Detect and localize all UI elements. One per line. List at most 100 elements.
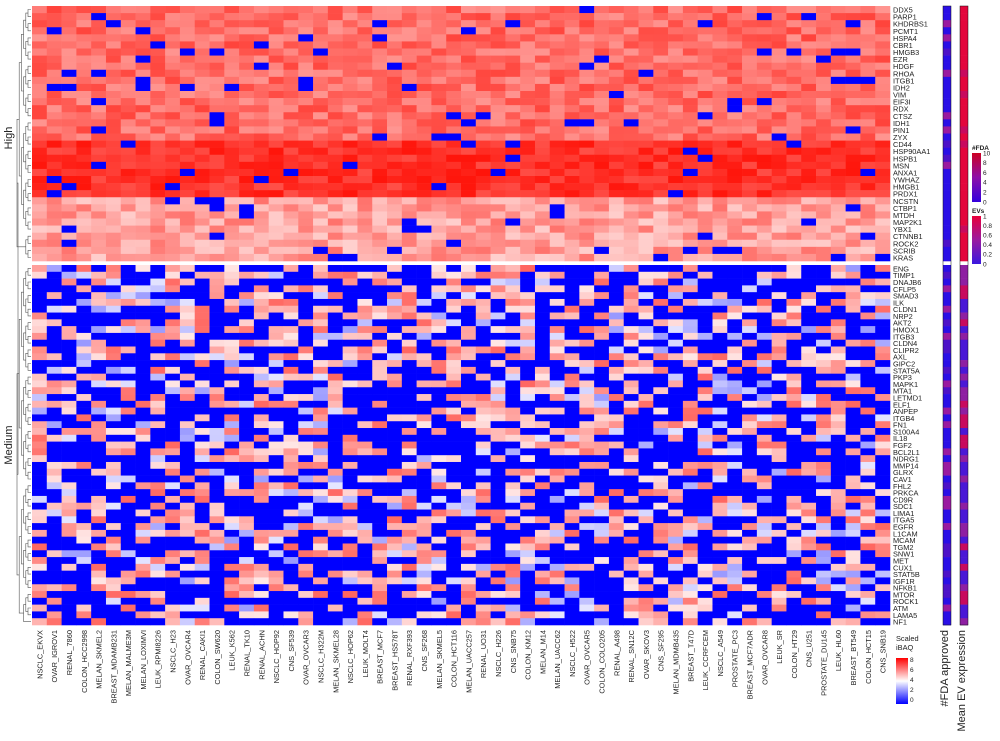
heatmap-cell bbox=[638, 225, 654, 233]
heatmap-cell bbox=[431, 312, 447, 320]
heatmap-cell bbox=[461, 366, 477, 374]
heatmap-cell bbox=[76, 461, 92, 470]
heatmap-cell bbox=[372, 319, 388, 327]
heatmap-cell bbox=[845, 119, 861, 127]
heatmap-cell bbox=[401, 112, 417, 120]
heatmap-cell bbox=[786, 468, 802, 476]
heatmap-cell bbox=[875, 366, 891, 374]
heatmap-cell bbox=[224, 584, 240, 592]
heatmap-cell bbox=[209, 225, 225, 233]
heatmap-cell bbox=[76, 509, 92, 517]
heatmap-cell bbox=[342, 353, 358, 361]
heatmap-cell bbox=[431, 140, 447, 148]
heatmap-cell bbox=[801, 557, 817, 565]
heatmap-cell bbox=[490, 509, 506, 517]
heatmap-cell bbox=[239, 428, 255, 436]
heatmap-cell bbox=[623, 373, 639, 381]
heatmap-cell bbox=[61, 360, 77, 368]
heatmap-cell bbox=[579, 305, 595, 313]
heatmap-cell bbox=[534, 13, 551, 21]
heatmap-cell bbox=[209, 83, 225, 92]
heatmap-cell bbox=[520, 543, 536, 551]
heatmap-cell bbox=[549, 246, 565, 255]
heatmap-cell bbox=[401, 563, 417, 571]
heatmap-cell bbox=[401, 41, 417, 49]
heatmap-cell bbox=[91, 461, 107, 470]
heatmap-cell bbox=[298, 41, 314, 49]
heatmap-cell bbox=[179, 394, 196, 402]
heatmap-cell bbox=[534, 98, 551, 106]
heatmap-cell bbox=[120, 428, 136, 436]
heatmap-cell bbox=[46, 339, 62, 347]
heatmap-cell bbox=[534, 239, 551, 248]
heatmap-cell bbox=[401, 536, 417, 544]
heatmap-cell bbox=[520, 91, 536, 99]
heatmap-cell bbox=[224, 190, 240, 198]
heatmap-cell bbox=[401, 414, 417, 422]
heatmap-cell bbox=[712, 529, 728, 537]
heatmap-cell bbox=[638, 373, 654, 381]
heatmap-cell bbox=[165, 305, 181, 313]
heatmap-cell bbox=[372, 34, 388, 42]
heatmap-cell bbox=[76, 339, 92, 347]
heatmap-cell bbox=[372, 69, 388, 78]
heatmap-cell bbox=[534, 380, 551, 388]
heatmap-cell bbox=[579, 140, 595, 148]
heatmap-cell bbox=[564, 414, 580, 422]
heatmap-cell bbox=[549, 13, 565, 21]
heatmap-cell bbox=[490, 489, 506, 497]
heatmap-cell bbox=[209, 62, 225, 71]
heatmap-cell bbox=[76, 543, 92, 551]
heatmap-cell bbox=[638, 183, 654, 191]
heatmap-cell bbox=[224, 20, 240, 28]
dendrogram-branch bbox=[27, 9, 31, 17]
heatmap-cell bbox=[150, 140, 166, 148]
heatmap-cell bbox=[564, 147, 580, 156]
heatmap-cell bbox=[697, 225, 713, 233]
heatmap-cell bbox=[61, 246, 77, 255]
heatmap-cell bbox=[549, 394, 565, 402]
heatmap-cell bbox=[608, 489, 625, 497]
heatmap-cell bbox=[786, 119, 802, 127]
heatmap-cell bbox=[91, 529, 107, 537]
heatmap-cell bbox=[431, 543, 447, 551]
heatmap-cell bbox=[135, 55, 151, 63]
heatmap-cell bbox=[120, 265, 136, 273]
heatmap-cell bbox=[816, 563, 832, 571]
heatmap-cell bbox=[520, 271, 536, 279]
heatmap-cell bbox=[860, 211, 876, 219]
heatmap-cell bbox=[623, 475, 639, 483]
heatmap-cell bbox=[387, 366, 403, 374]
heatmap-cell bbox=[786, 516, 802, 524]
heatmap-cell bbox=[224, 183, 240, 191]
heatmap-cell bbox=[786, 434, 802, 442]
heatmap-cell bbox=[520, 119, 536, 127]
heatmap-cell bbox=[239, 13, 255, 21]
heatmap-cell bbox=[860, 126, 876, 134]
heatmap-cell bbox=[91, 13, 107, 21]
heatmap-cell bbox=[727, 400, 743, 408]
heatmap-cell bbox=[490, 133, 506, 141]
heatmap-cell bbox=[165, 69, 181, 78]
heatmap-cell bbox=[727, 557, 743, 565]
heatmap-cell bbox=[313, 489, 329, 497]
heatmap-cell bbox=[712, 536, 728, 544]
heatmap-cell bbox=[357, 13, 373, 21]
heatmap-cell bbox=[194, 536, 210, 544]
heatmap-cell bbox=[668, 13, 684, 21]
heatmap-cell bbox=[179, 265, 196, 273]
heatmap-cell bbox=[357, 112, 373, 120]
heatmap-cell bbox=[697, 326, 713, 334]
heatmap-cell bbox=[179, 239, 196, 248]
heatmap-cell bbox=[372, 421, 388, 429]
heatmap-cell bbox=[46, 211, 62, 219]
heatmap-cell bbox=[682, 20, 698, 28]
heatmap-cell bbox=[875, 183, 891, 191]
heatmap-cell bbox=[416, 305, 432, 313]
heatmap-cell bbox=[653, 557, 669, 565]
heatmap-cell bbox=[179, 536, 196, 544]
heatmap-cell bbox=[387, 197, 403, 205]
heatmap-cell bbox=[830, 112, 846, 120]
heatmap-cell bbox=[623, 126, 639, 134]
heatmap-cell bbox=[357, 62, 373, 71]
